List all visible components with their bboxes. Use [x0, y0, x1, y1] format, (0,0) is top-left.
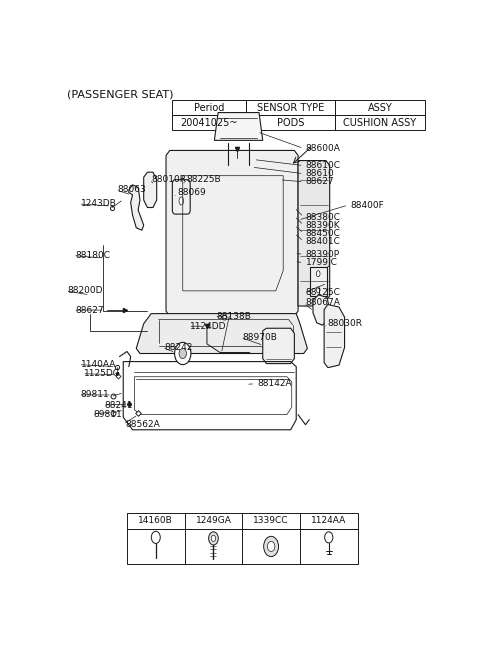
Circle shape: [264, 537, 278, 556]
Text: 1799JC: 1799JC: [305, 258, 337, 267]
Text: 1140AA: 1140AA: [81, 360, 116, 369]
Text: 88200D: 88200D: [67, 287, 103, 295]
Text: 88241: 88241: [105, 401, 133, 409]
Polygon shape: [298, 161, 330, 306]
Polygon shape: [144, 172, 156, 207]
Text: 88970B: 88970B: [242, 333, 277, 342]
Text: 88063: 88063: [118, 186, 146, 194]
Text: 88067A: 88067A: [305, 298, 340, 308]
Circle shape: [175, 342, 191, 365]
Text: 88450C: 88450C: [305, 229, 340, 237]
Polygon shape: [215, 113, 263, 140]
Text: 88401C: 88401C: [305, 237, 340, 246]
Circle shape: [209, 532, 218, 545]
Text: 88142A: 88142A: [257, 379, 292, 388]
Text: 88125C: 88125C: [305, 289, 340, 297]
Text: 88400F: 88400F: [350, 201, 384, 209]
Polygon shape: [324, 304, 345, 367]
Text: 89811: 89811: [94, 409, 122, 419]
Text: 1339CC: 1339CC: [253, 516, 289, 525]
Text: 88390P: 88390P: [305, 250, 340, 259]
Bar: [246, 100, 335, 115]
Polygon shape: [129, 185, 144, 230]
Text: 88225B: 88225B: [186, 175, 221, 184]
Text: 1249GA: 1249GA: [195, 516, 231, 525]
Bar: [127, 529, 358, 564]
Polygon shape: [136, 314, 307, 354]
Polygon shape: [313, 295, 330, 325]
Bar: [310, 266, 327, 296]
Text: CUSHION ASSY: CUSHION ASSY: [343, 117, 417, 128]
Text: (PASSENGER SEAT): (PASSENGER SEAT): [67, 90, 174, 100]
Bar: [127, 512, 358, 529]
Text: 88030R: 88030R: [328, 319, 363, 328]
Text: 88010R: 88010R: [151, 175, 186, 184]
Ellipse shape: [147, 183, 154, 197]
Bar: [172, 115, 246, 131]
Text: PODS: PODS: [277, 117, 304, 128]
Text: 14160B: 14160B: [138, 516, 173, 525]
Text: 20041025~: 20041025~: [180, 117, 238, 128]
Text: 1124DD: 1124DD: [190, 321, 227, 331]
Bar: [335, 115, 424, 131]
Text: 1124AA: 1124AA: [311, 516, 347, 525]
Text: 88600A: 88600A: [305, 144, 340, 153]
Text: 88627: 88627: [75, 306, 104, 315]
Text: 88610C: 88610C: [305, 161, 340, 170]
Text: 88562A: 88562A: [125, 420, 160, 429]
Text: 88380C: 88380C: [305, 213, 340, 222]
Ellipse shape: [179, 197, 183, 205]
Circle shape: [267, 541, 275, 552]
Text: Period: Period: [193, 102, 224, 113]
Bar: [335, 100, 424, 115]
Ellipse shape: [316, 287, 320, 293]
Text: 88138B: 88138B: [216, 312, 251, 321]
Text: 89811: 89811: [81, 390, 109, 400]
Text: 1125DG: 1125DG: [84, 369, 121, 379]
Bar: [246, 115, 335, 131]
FancyBboxPatch shape: [172, 180, 190, 214]
Text: 88610: 88610: [305, 169, 334, 178]
Polygon shape: [263, 328, 294, 363]
Bar: [172, 100, 246, 115]
Text: SENSOR TYPE: SENSOR TYPE: [257, 102, 324, 113]
Text: 88390K: 88390K: [305, 220, 340, 230]
Text: ASSY: ASSY: [368, 102, 392, 113]
Polygon shape: [166, 150, 298, 316]
Text: 1243DB: 1243DB: [81, 199, 116, 209]
Circle shape: [151, 531, 160, 543]
Circle shape: [179, 348, 186, 359]
Text: 88627: 88627: [305, 177, 334, 186]
Text: 88242: 88242: [164, 343, 192, 352]
Text: 88180C: 88180C: [75, 251, 110, 260]
Ellipse shape: [316, 271, 320, 277]
Circle shape: [211, 535, 216, 541]
Circle shape: [324, 532, 333, 543]
Text: 88069: 88069: [177, 188, 206, 197]
